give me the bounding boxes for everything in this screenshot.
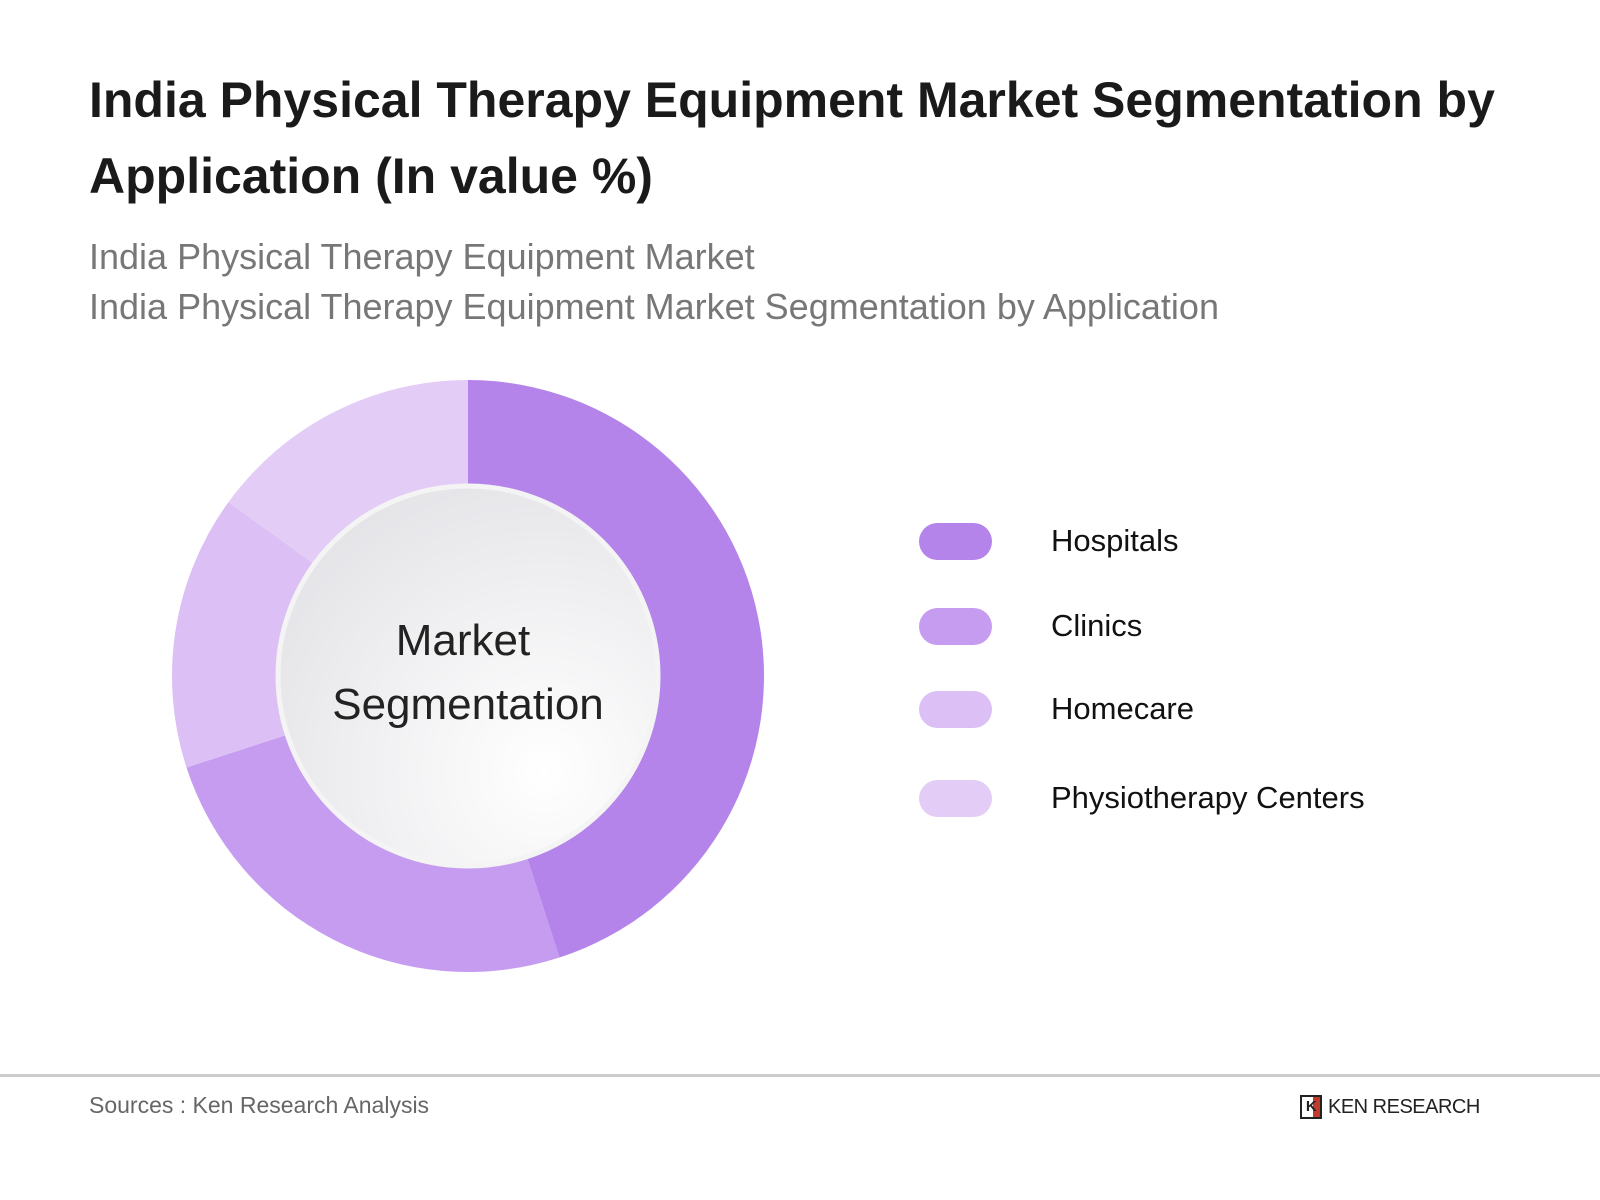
center-label-2: Segmentation xyxy=(332,680,604,729)
legend-item: Physiotherapy Centers xyxy=(919,779,1365,817)
chart-title: India Physical Therapy Equipment Market … xyxy=(89,72,1495,204)
legend-label: Clinics xyxy=(1051,608,1143,643)
ken-research-logo: K KEN RESEARCH xyxy=(1300,1095,1480,1119)
center-circle xyxy=(275,483,661,869)
legend-item: Hospitals xyxy=(919,522,1179,560)
legend-item: Homecare xyxy=(919,690,1194,728)
legend-swatch xyxy=(919,779,992,817)
legend-item: Clinics xyxy=(919,607,1142,645)
legend-swatch xyxy=(919,522,992,560)
sources: Sources : Ken Research Analysis xyxy=(89,1092,430,1118)
legend-label: Homecare xyxy=(1051,691,1194,726)
footer-divider xyxy=(0,1074,1600,1077)
logo-icon: K xyxy=(1300,1095,1322,1119)
center-label-1: Market xyxy=(396,616,530,665)
legend-swatch xyxy=(919,690,992,728)
subtitle: India Physical Therapy Equipment Market xyxy=(89,236,755,277)
legend-swatch xyxy=(919,607,992,645)
subtitle-2: India Physical Therapy Equipment Market … xyxy=(89,286,1219,327)
slice-hospitals xyxy=(468,380,765,958)
legend-label: Physiotherapy Centers xyxy=(1051,780,1365,815)
slice-physiotherapy-centers xyxy=(228,380,468,565)
slice-clinics xyxy=(186,734,560,972)
legend-label: Hospitals xyxy=(1051,523,1179,558)
